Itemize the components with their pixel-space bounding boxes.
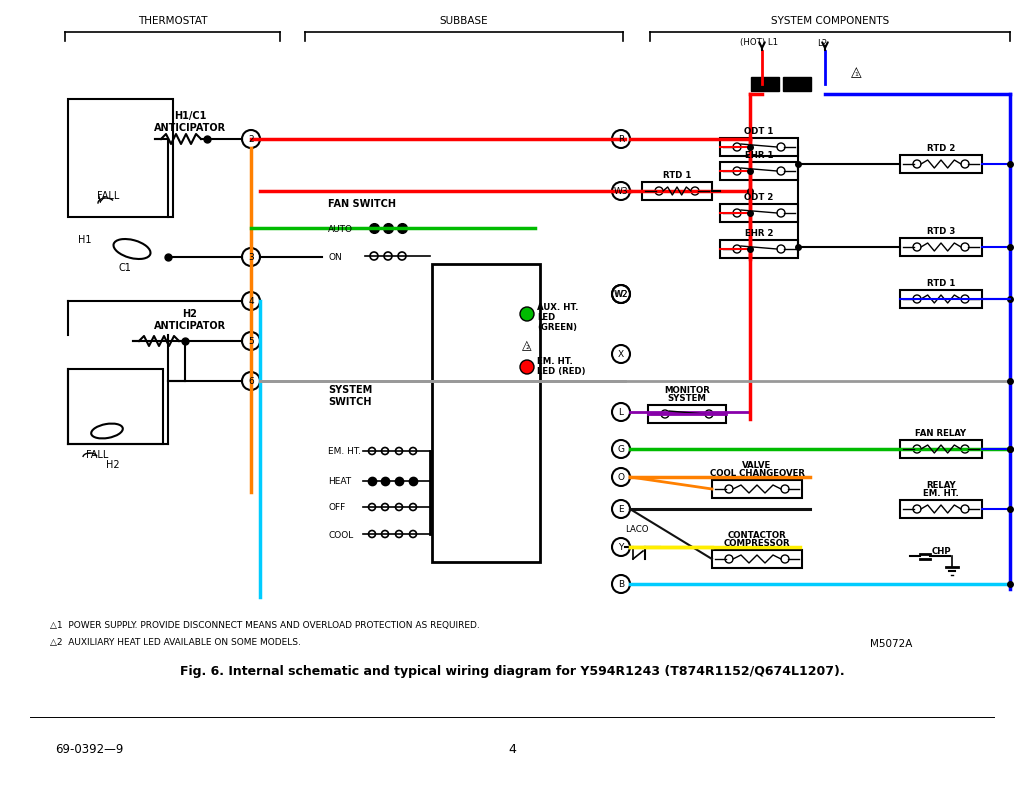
Text: 4: 4 (248, 297, 254, 306)
Text: COOL: COOL (328, 530, 353, 539)
Text: CONTACTOR: CONTACTOR (728, 530, 786, 540)
Text: W2: W2 (613, 290, 629, 300)
Text: (HOT) L1: (HOT) L1 (740, 39, 778, 47)
Bar (720, 163, 798, 181)
Text: OFF: OFF (328, 503, 345, 512)
Text: SYSTEM: SYSTEM (328, 385, 373, 394)
Text: RTD 1: RTD 1 (663, 171, 691, 180)
Text: 1: 1 (854, 71, 858, 76)
Text: MONITOR: MONITOR (664, 385, 710, 394)
Text: G: G (617, 445, 625, 454)
Text: AUTO: AUTO (328, 224, 353, 233)
Text: L2: L2 (817, 39, 827, 47)
Text: △: △ (851, 65, 861, 79)
Bar (900, 238, 982, 257)
Text: AUX. HT.: AUX. HT. (537, 303, 579, 312)
Text: EM. HT.: EM. HT. (328, 447, 361, 456)
Bar (712, 480, 802, 499)
Text: O: O (617, 473, 625, 482)
Text: (GREEN): (GREEN) (537, 323, 577, 332)
Text: LACO: LACO (626, 524, 649, 533)
Text: M5072A: M5072A (870, 638, 912, 648)
Text: W3: W3 (613, 187, 629, 196)
Text: ANTICIPATOR: ANTICIPATOR (154, 320, 226, 331)
Text: ODT 1: ODT 1 (744, 127, 774, 136)
Text: THERMOSTAT: THERMOSTAT (138, 16, 207, 26)
Text: H2: H2 (182, 308, 198, 319)
Text: L: L (618, 408, 624, 417)
Text: CHP: CHP (931, 546, 951, 556)
Text: 2: 2 (525, 345, 529, 350)
Text: 69-0392—9: 69-0392—9 (55, 743, 123, 756)
Bar (432, 265, 540, 562)
Text: EM. HT.: EM. HT. (923, 488, 958, 497)
Bar (720, 205, 798, 222)
Text: FALL: FALL (97, 191, 119, 201)
Text: Fig. 6. Internal schematic and typical wiring diagram for Y594R1243 (T874R1152/Q: Fig. 6. Internal schematic and typical w… (179, 665, 845, 678)
Text: FALL: FALL (86, 450, 109, 459)
Circle shape (520, 308, 534, 321)
Text: △: △ (522, 339, 531, 352)
Text: EM. HT.: EM. HT. (537, 357, 572, 366)
Text: COOL CHANGEOVER: COOL CHANGEOVER (710, 468, 805, 478)
Text: W2: W2 (614, 290, 628, 300)
Text: C1: C1 (118, 263, 131, 273)
Text: COMPRESSOR: COMPRESSOR (724, 538, 791, 548)
Text: B: B (617, 580, 624, 589)
Text: X: X (617, 350, 624, 359)
Text: SYSTEM COMPONENTS: SYSTEM COMPONENTS (771, 16, 889, 26)
Text: VALVE: VALVE (742, 460, 772, 470)
Text: LED (RED): LED (RED) (537, 367, 586, 376)
Bar (900, 156, 982, 173)
Text: 2: 2 (248, 136, 254, 145)
Text: 4: 4 (508, 743, 516, 756)
Bar (642, 183, 712, 201)
Text: ANTICIPATOR: ANTICIPATOR (154, 123, 226, 132)
Text: FAN RELAY: FAN RELAY (915, 429, 967, 438)
Circle shape (520, 361, 534, 374)
Text: H1: H1 (78, 234, 91, 245)
Text: EHR 1: EHR 1 (744, 151, 773, 160)
Bar (712, 550, 802, 569)
Text: H2: H2 (106, 459, 120, 470)
Bar (68, 100, 173, 218)
Text: EHR 2: EHR 2 (744, 229, 773, 238)
Text: 5: 5 (248, 337, 254, 346)
Bar (783, 78, 811, 92)
Bar (68, 369, 163, 444)
Text: SWITCH: SWITCH (328, 397, 372, 406)
Bar (900, 441, 982, 459)
Text: FAN SWITCH: FAN SWITCH (328, 199, 396, 209)
Bar (720, 241, 798, 259)
Text: △2  AUXILIARY HEAT LED AVAILABLE ON SOME MODELS.: △2 AUXILIARY HEAT LED AVAILABLE ON SOME … (50, 638, 301, 646)
Bar (720, 139, 798, 157)
Text: 6: 6 (248, 377, 254, 386)
Bar (900, 291, 982, 308)
Text: H1/C1: H1/C1 (174, 111, 206, 120)
Text: 3: 3 (248, 253, 254, 262)
Bar (751, 78, 779, 92)
Text: RTD 1: RTD 1 (927, 279, 955, 287)
Text: E: E (618, 505, 624, 514)
Text: △1  POWER SUPPLY. PROVIDE DISCONNECT MEANS AND OVERLOAD PROTECTION AS REQUIRED.: △1 POWER SUPPLY. PROVIDE DISCONNECT MEAN… (50, 621, 480, 630)
Text: ON: ON (328, 252, 342, 261)
Text: LED: LED (537, 313, 555, 322)
Bar (900, 500, 982, 519)
Text: Y: Y (618, 543, 624, 552)
Text: R: R (617, 136, 624, 145)
Bar (648, 406, 726, 423)
Text: RTD 3: RTD 3 (927, 226, 955, 236)
Text: RTD 2: RTD 2 (927, 144, 955, 153)
Text: ODT 2: ODT 2 (744, 193, 774, 202)
Text: SYSTEM: SYSTEM (668, 393, 707, 402)
Text: HEAT: HEAT (328, 477, 351, 486)
Text: SUBBASE: SUBBASE (439, 16, 488, 26)
Text: RELAY: RELAY (926, 480, 955, 489)
